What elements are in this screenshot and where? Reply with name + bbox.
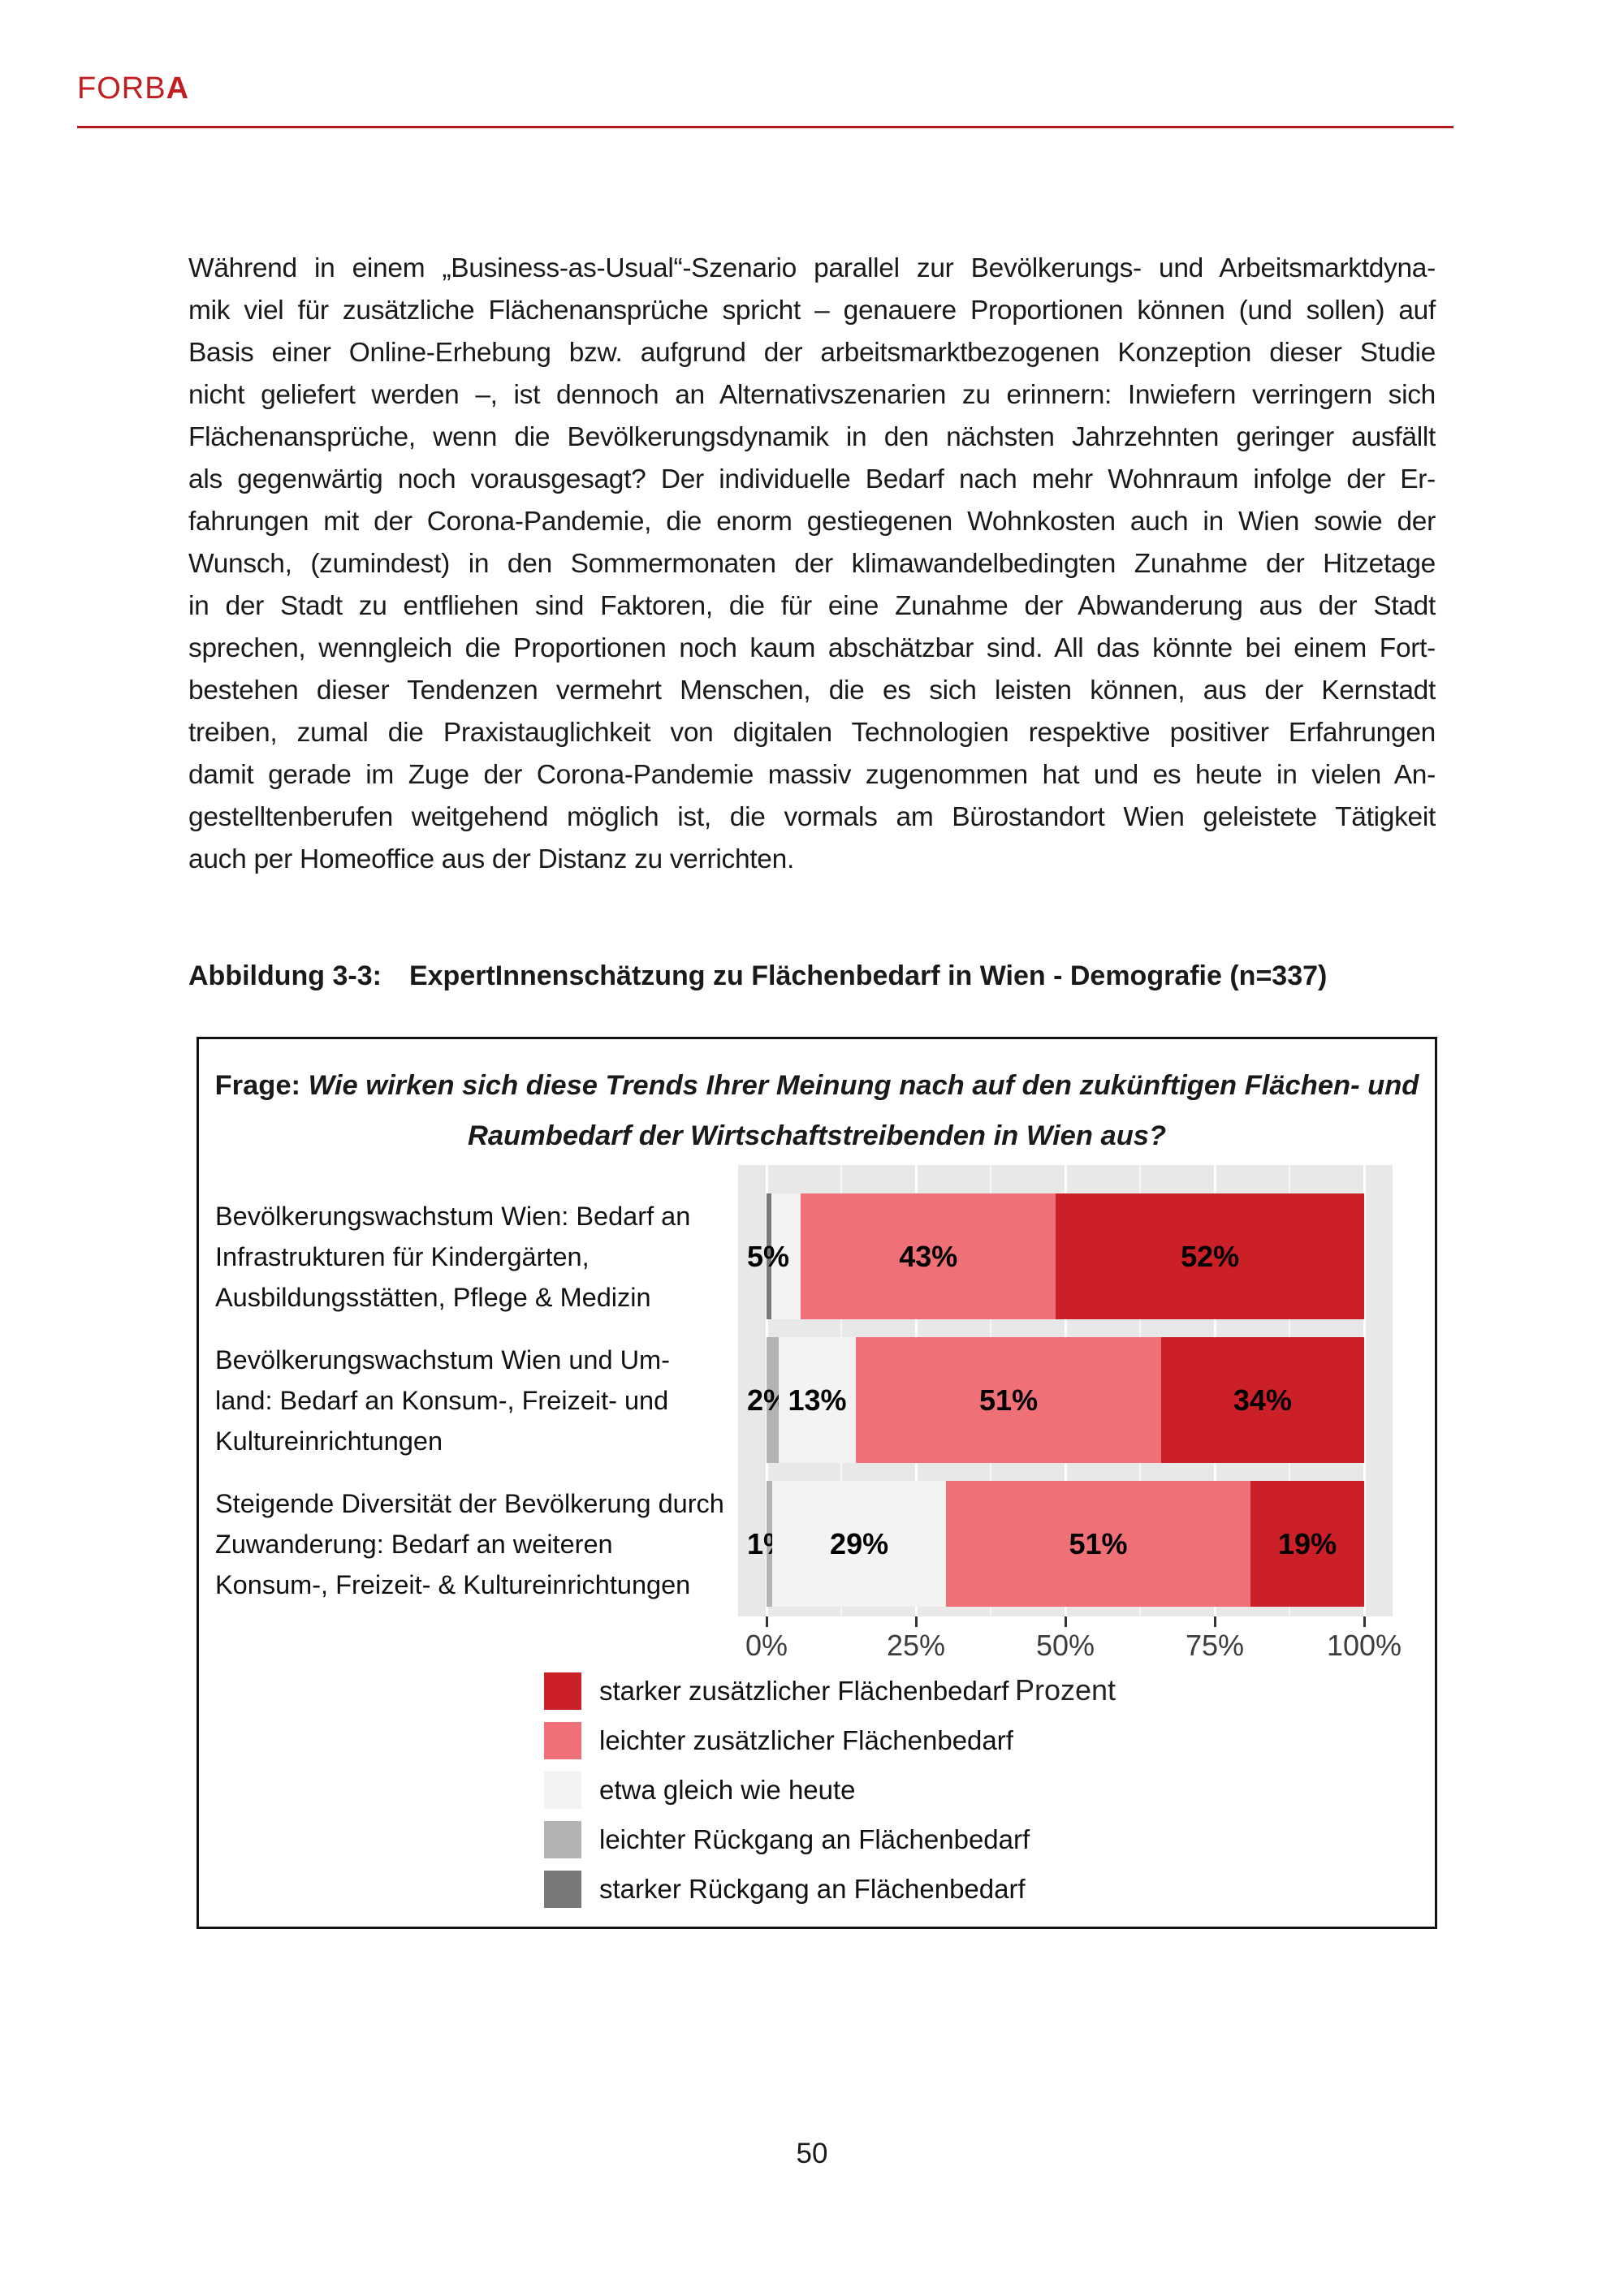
bar-segment-label: 5% (746, 1239, 790, 1273)
x-axis-tick (1214, 1616, 1216, 1627)
paragraph-line: auch per Homeoffice aus der Distanz zu v… (188, 844, 794, 874)
figure-caption-text: ExpertInnenschätzung zu Flächenbedarf in… (408, 960, 1328, 991)
category-label-line: Steigende Diversität der Bevölkerung dur… (215, 1488, 724, 1518)
gridline-major (1363, 1165, 1366, 1616)
legend-item: leichter Rückgang an Flächenbedarf (544, 1821, 1030, 1858)
category-label-line: land: Bedarf an Konsum-, Freizeit- und (215, 1385, 669, 1415)
category-label-line: Zuwanderung: Bedarf an weiteren (215, 1529, 613, 1559)
bar-segment-label: 13% (788, 1383, 847, 1417)
legend-item: starker zusätzlicher Flächenbedarf (544, 1672, 1009, 1710)
bar-segment: 51% (856, 1337, 1161, 1463)
bar-row: 2% 13% 51% 34% (747, 1337, 1364, 1463)
bar-segment: 29% (772, 1481, 946, 1607)
category-label-line: Konsum-, Freizeit- & Kultureinrichtungen (215, 1569, 691, 1599)
chart-panel: 5% 43% 52% 2% 13% 51% 34% 1% 29% 51% 19% (738, 1165, 1393, 1616)
chart-title-question-part2: Raumbedarf der Wirtschaftstreibenden in … (467, 1120, 1167, 1151)
bar-segment (771, 1193, 801, 1319)
paragraph-line: sprechen, wenngleich die Proportionen no… (188, 633, 1436, 663)
bar-segment (767, 1481, 773, 1607)
bar-segment-label: 43% (899, 1239, 958, 1273)
chart-title: Frage: Wie wirken sich diese Trends Ihre… (199, 1060, 1435, 1161)
paragraph-line: bestehen dieser Tendenzen vermehrt Mensc… (188, 675, 1436, 706)
category-label: Steigende Diversität der Bevölkerung dur… (215, 1483, 743, 1605)
legend-label: leichter zusätzlicher Flächenbedarf (599, 1725, 1013, 1755)
category-label-line: Kultureinrichtungen (215, 1426, 443, 1456)
body-paragraph: Während in einem „Business-as-Usual“-Sze… (188, 248, 1436, 881)
chart-title-prefix: Frage: (214, 1070, 301, 1101)
x-axis-tick-label: 100% (1326, 1629, 1402, 1662)
legend-label: etwa gleich wie heute (599, 1775, 856, 1805)
legend-swatch (544, 1722, 581, 1759)
bar-segment: 13% (778, 1337, 857, 1463)
category-label-line: Bevölkerungswachstum Wien und Um- (215, 1344, 670, 1375)
legend-label: starker Rückgang an Flächenbedarf (599, 1874, 1026, 1904)
paragraph-line: gestelltenberufen weitgehend möglich ist… (188, 802, 1436, 832)
bar-segment-label: 52% (1181, 1239, 1240, 1273)
paragraph-line: nicht geliefert werden –, ist dennoch an… (188, 380, 1436, 410)
x-axis-tick (915, 1616, 918, 1627)
bar-row: 1% 29% 51% 19% (747, 1481, 1364, 1607)
bar-segment (767, 1337, 779, 1463)
legend-swatch (544, 1821, 581, 1858)
paragraph-line: in der Stadt zu entfliehen sind Faktoren… (188, 591, 1436, 621)
header-rule (77, 126, 1453, 128)
forba-logo: FORBA (77, 71, 189, 106)
legend-swatch (544, 1871, 581, 1908)
legend-item: leichter zusätzlicher Flächenbedarf (544, 1722, 1013, 1759)
page-number: 50 (796, 2138, 828, 2169)
x-axis-tick-label: 50% (1035, 1629, 1095, 1662)
bar-segment (767, 1193, 771, 1319)
bar-segment: 51% (945, 1481, 1251, 1607)
paragraph-line: damit gerade im Zuge der Corona-Pandemie… (188, 760, 1436, 790)
chart-title-question-part1: Wie wirken sich diese Trends Ihrer Meinu… (308, 1070, 1419, 1101)
category-label-line: Infrastrukturen für Kindergärten, (215, 1241, 590, 1271)
bar-segment: 19% (1250, 1481, 1364, 1607)
paragraph-line: Während in einem „Business-as-Usual“-Sze… (188, 253, 1436, 283)
bar-segment: 52% (1056, 1193, 1364, 1319)
figure-caption: Abbildung 3-3: ExpertInnenschätzung zu F… (188, 960, 1436, 992)
x-axis-tick (1065, 1616, 1067, 1627)
x-axis-title: Prozent (1014, 1673, 1116, 1707)
bar-segment-label: 19% (1278, 1526, 1337, 1560)
paragraph-line: Wunsch, (zumindest) in den Sommermonaten… (188, 549, 1436, 579)
figure-box: Frage: Wie wirken sich diese Trends Ihre… (197, 1037, 1437, 1929)
x-axis-tick-label: 0% (745, 1629, 788, 1662)
paragraph-line: treiben, zumal die Praxistauglichkeit vo… (188, 718, 1436, 748)
bar-segment: 43% (801, 1193, 1056, 1319)
paragraph-line: mik viel für zusätzliche Flächenansprüch… (188, 296, 1436, 326)
legend-swatch (544, 1672, 581, 1710)
category-label-line: Bevölkerungswachstum Wien: Bedarf an (215, 1201, 691, 1231)
category-label: Bevölkerungswachstum Wien: Bedarf an Infr… (215, 1196, 743, 1318)
bar-segment-label: 34% (1233, 1383, 1292, 1417)
bar-segment-label: 29% (830, 1526, 889, 1560)
x-axis-tick (766, 1616, 768, 1627)
x-axis-tick-label: 25% (886, 1629, 946, 1662)
chart-title-line1: Frage: Wie wirken sich diese Trends Ihre… (199, 1060, 1435, 1111)
x-axis-tick (1363, 1616, 1366, 1627)
category-label: Bevölkerungswachstum Wien und Um-land: B… (215, 1340, 743, 1461)
legend-swatch (544, 1772, 581, 1809)
paragraph-line: Basis einer Online-Erhebung bzw. aufgrun… (188, 338, 1436, 368)
legend-item: etwa gleich wie heute (544, 1772, 856, 1809)
bar-segment-label: 51% (979, 1383, 1039, 1417)
bar-segment: 34% (1160, 1337, 1364, 1463)
x-axis-tick-label: 75% (1185, 1629, 1245, 1662)
legend-label: leichter Rückgang an Flächenbedarf (599, 1824, 1030, 1854)
forba-logo-bold: A (166, 71, 190, 106)
bar-segment-label: 51% (1069, 1526, 1128, 1560)
paragraph-line: als gegenwärtig noch vorausgesagt? Der i… (188, 464, 1436, 494)
forba-logo-regular: FORB (77, 71, 166, 106)
figure-caption-label: Abbildung 3-3: (188, 960, 382, 991)
bar-row: 5% 43% 52% (747, 1193, 1364, 1319)
paragraph-line: Flächenansprüche, wenn die Bevölkerungsd… (188, 422, 1436, 452)
category-label-line: Ausbildungsstätten, Pflege & Medizin (215, 1282, 651, 1312)
legend-item: starker Rückgang an Flächenbedarf (544, 1871, 1026, 1908)
paragraph-line: fahrungen mit der Corona-Pandemie, die e… (188, 507, 1436, 537)
legend-label: starker zusätzlicher Flächenbedarf (599, 1676, 1009, 1706)
